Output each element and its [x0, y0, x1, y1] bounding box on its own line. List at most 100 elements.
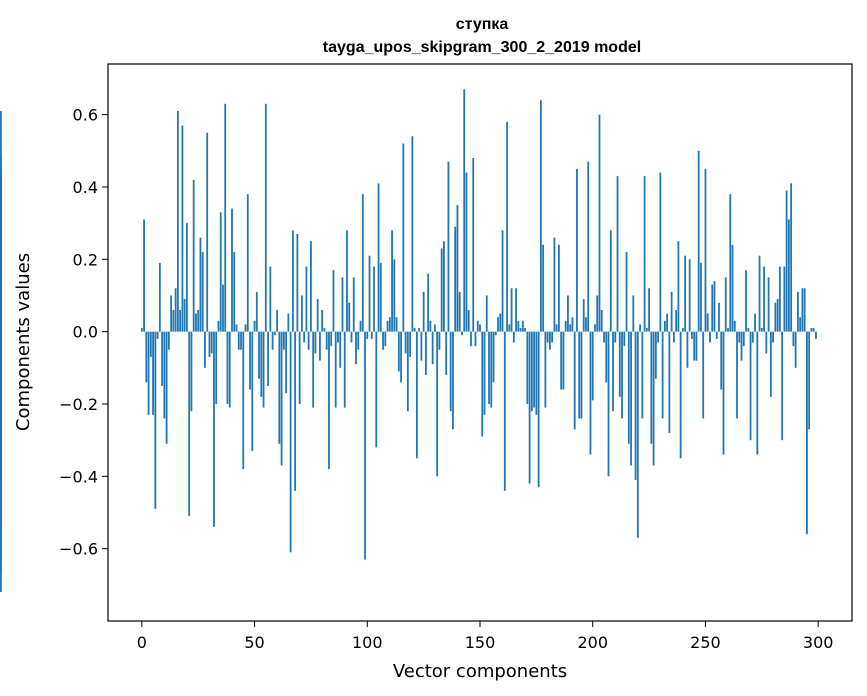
y-tick-label: −0.6: [59, 540, 98, 559]
bar: [738, 331, 741, 343]
bar: [161, 331, 164, 386]
bar: [280, 331, 283, 466]
bar: [648, 288, 650, 332]
bar: [745, 270, 747, 332]
bar: [271, 331, 274, 350]
bar: [269, 266, 272, 332]
bar: [233, 252, 236, 332]
bar: [373, 266, 375, 332]
bar: [152, 331, 154, 415]
bar: [479, 324, 481, 332]
bar: [463, 89, 466, 332]
x-tick-label: 200: [577, 633, 608, 652]
bar: [796, 291, 799, 332]
bar: [661, 331, 664, 419]
bar: [231, 208, 233, 332]
bar: [790, 183, 793, 332]
bar: [537, 331, 540, 488]
bar: [693, 331, 696, 361]
bar: [609, 230, 612, 332]
bar: [785, 190, 788, 332]
bar: [226, 331, 229, 404]
bar: [190, 331, 193, 412]
bar: [323, 328, 326, 332]
bar: [492, 331, 495, 383]
bar: [806, 331, 808, 535]
bar: [186, 223, 188, 332]
bar: [652, 331, 655, 466]
bar: [267, 331, 269, 386]
bar: [262, 331, 265, 408]
bar: [630, 331, 632, 466]
bar: [756, 331, 759, 455]
bar: [454, 226, 457, 332]
bar: [264, 103, 267, 332]
bar: [282, 331, 285, 350]
bar: [350, 331, 353, 343]
bar: [499, 313, 502, 332]
bar: [235, 324, 238, 332]
bar: [294, 331, 297, 491]
bar: [571, 317, 574, 332]
bar: [551, 331, 554, 343]
bar: [722, 331, 725, 455]
bar: [769, 331, 772, 397]
bar: [431, 331, 434, 365]
bar: [217, 320, 220, 332]
bar: [754, 313, 756, 332]
bar: [749, 331, 752, 441]
bar: [402, 143, 405, 332]
bar: [314, 331, 317, 354]
bar: [539, 100, 542, 332]
bar: [812, 328, 815, 332]
bar: [519, 328, 522, 332]
bar: [422, 291, 425, 332]
bar: [677, 241, 680, 332]
bar: [605, 331, 608, 383]
bar: [388, 317, 391, 332]
bar: [246, 194, 249, 332]
x-axis-ticks: 0 50 100 150 200 250 300: [137, 621, 833, 652]
bar: [654, 331, 657, 379]
plot-frame: [107, 63, 853, 622]
bar: [810, 328, 813, 332]
bar: [724, 277, 727, 332]
bar: [316, 299, 319, 332]
bar: [158, 262, 161, 332]
bar: [377, 183, 380, 332]
bar: [558, 244, 560, 332]
bar: [548, 331, 551, 350]
bar: [445, 331, 448, 376]
bar: [384, 331, 387, 347]
bar: [702, 331, 705, 419]
bar: [222, 284, 224, 332]
bar: [686, 331, 689, 368]
bar: [199, 237, 202, 332]
bar: [607, 331, 610, 477]
bar: [420, 331, 423, 361]
bar: [585, 317, 587, 332]
bar: [325, 331, 328, 350]
bar: [163, 331, 166, 419]
bar: [625, 252, 628, 332]
bar: [591, 331, 594, 401]
bar: [406, 331, 409, 412]
bar: [688, 259, 691, 332]
bar: [424, 331, 427, 376]
bar: [206, 132, 209, 332]
bar: [355, 331, 357, 365]
bar: [512, 331, 515, 343]
bar: [213, 331, 215, 527]
bar: [251, 331, 254, 452]
x-tick-label: 0: [137, 633, 147, 652]
bar: [438, 331, 441, 350]
bar: [596, 295, 599, 332]
bar: [718, 302, 720, 332]
bar: [521, 320, 524, 332]
bar: [485, 295, 488, 332]
x-tick-label: 100: [352, 633, 383, 652]
bar: [544, 331, 547, 408]
bar: [576, 168, 578, 332]
bar: [616, 176, 619, 332]
bar: [573, 331, 576, 430]
